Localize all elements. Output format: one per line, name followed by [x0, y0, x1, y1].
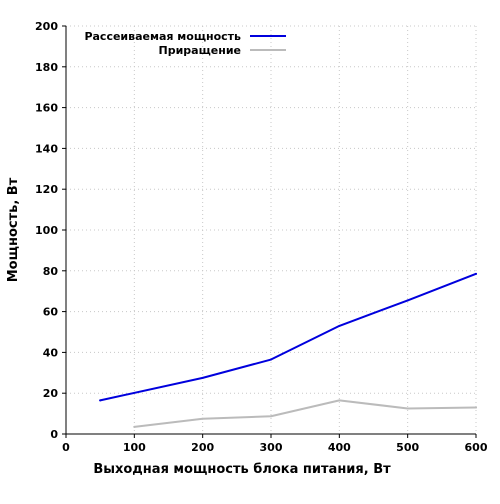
y-tick-label: 40	[43, 346, 59, 359]
data-point-series-1	[201, 376, 204, 379]
series-line-1	[99, 272, 477, 402]
axes: 0 100 200 300 400 500 600 0 20 40 60 80 100 120 140 160…	[35, 20, 488, 454]
x-tick-label: 100	[123, 441, 146, 454]
y-tick-label: 180	[35, 61, 58, 74]
x-tick-label: 600	[465, 441, 488, 454]
x-tick-label: 0	[62, 441, 70, 454]
data-point-series-2	[406, 407, 409, 410]
x-axis-title: Выходная мощность блока питания, Вт	[93, 462, 391, 477]
y-tick-label: 100	[35, 224, 58, 237]
legend-label: Приращение	[159, 44, 241, 57]
y-tick-label: 60	[43, 306, 59, 319]
grid-lines	[66, 25, 477, 434]
x-tick-label: 500	[396, 441, 419, 454]
data-point-series-2	[475, 406, 477, 409]
data-point-series-1	[475, 272, 477, 275]
y-axis-title: Мощность, Вт	[6, 177, 21, 282]
data-point-series-2	[338, 399, 341, 402]
y-tick-label: 200	[35, 20, 58, 33]
data-point-series-1	[406, 299, 409, 302]
y-tick-label: 120	[35, 183, 58, 196]
data-point-series-2	[270, 415, 272, 418]
data-series	[99, 272, 477, 428]
data-point-series-1	[338, 324, 341, 327]
legend-label: Рассеиваемая мощность	[84, 30, 241, 43]
y-tick-label: 20	[43, 387, 59, 400]
y-tick-label: 0	[50, 428, 58, 441]
x-tick-label: 400	[328, 441, 351, 454]
y-tick-label: 80	[43, 265, 59, 278]
data-point-series-1	[99, 399, 102, 402]
data-point-series-2	[201, 417, 204, 420]
x-tick-label: 300	[260, 441, 283, 454]
y-tick-label: 160	[35, 102, 58, 115]
x-tick-label: 200	[191, 441, 214, 454]
y-tick-label: 140	[35, 142, 58, 155]
data-point-series-1	[270, 358, 272, 361]
series-line-2	[133, 399, 477, 428]
data-point-series-2	[133, 425, 136, 428]
